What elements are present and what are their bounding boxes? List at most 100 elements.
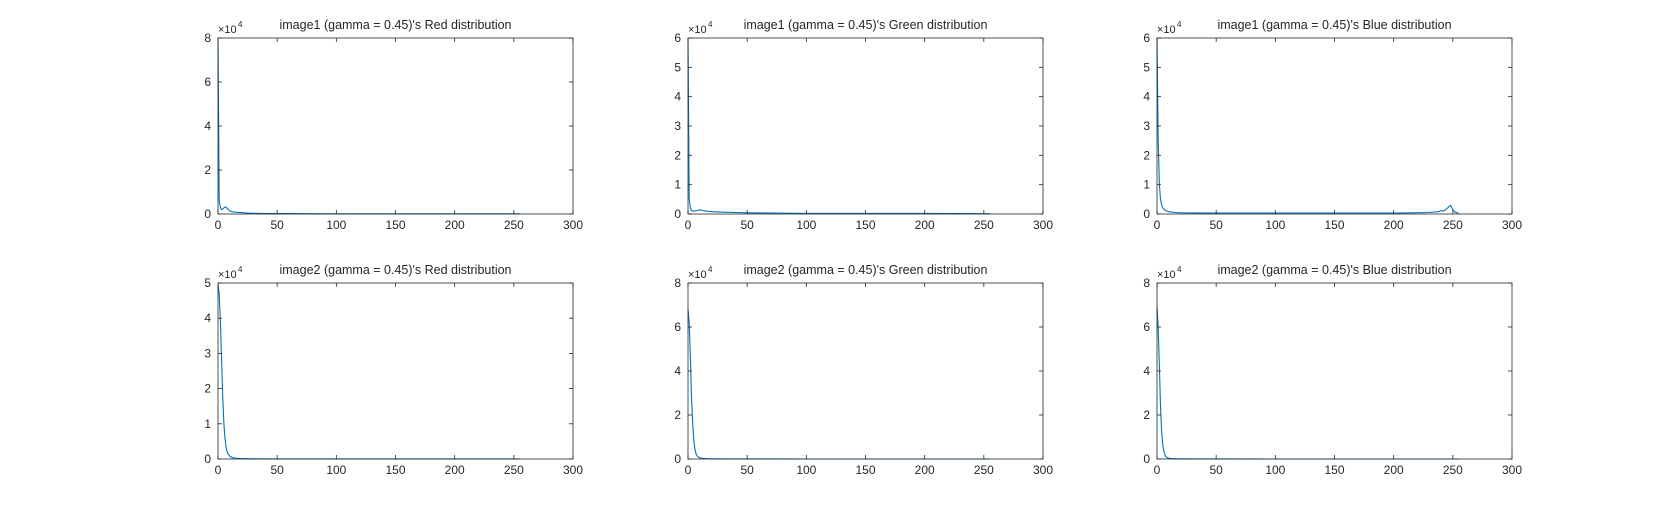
y-tick-label: 0 [204, 207, 211, 221]
x-tick-label: 250 [974, 463, 994, 477]
x-tick-label: 50 [1209, 463, 1223, 477]
y-tick-label: 4 [204, 311, 211, 325]
x-tick-label: 0 [685, 463, 692, 477]
y-tick-label: 4 [1143, 364, 1150, 378]
x-tick-label: 200 [915, 463, 935, 477]
x-tick-label: 300 [563, 218, 583, 232]
y-tick-label: 0 [204, 452, 211, 466]
axes-box [1156, 282, 1513, 460]
x-tick-label: 0 [215, 218, 222, 232]
y-tick-label: 4 [204, 119, 211, 133]
series-line [687, 37, 990, 215]
x-tick-label: 300 [1502, 463, 1522, 477]
y-tick-label: 3 [1143, 119, 1150, 133]
y-tick-label: 1 [204, 417, 211, 431]
y-tick-label: 1 [674, 178, 681, 192]
x-tick-label: 150 [855, 463, 875, 477]
series-line [217, 37, 520, 215]
y-tick-label: 0 [1143, 207, 1150, 221]
axes-box [217, 282, 574, 460]
subplot-title: image2 (gamma = 0.45)'s Blue distributio… [1217, 263, 1451, 277]
y-tick-label: 6 [204, 75, 211, 89]
axes-box [687, 37, 1044, 215]
x-tick-label: 200 [1384, 463, 1404, 477]
y-exponent-base: ×10 [688, 269, 707, 281]
x-tick-label: 100 [796, 218, 816, 232]
x-tick-label: 300 [1502, 218, 1522, 232]
subplot-title: image2 (gamma = 0.45)'s Green distributi… [744, 263, 988, 277]
axes-box [1156, 37, 1513, 215]
y-tick-label: 6 [674, 320, 681, 334]
x-tick-label: 0 [1154, 218, 1161, 232]
series-line [687, 309, 990, 460]
y-tick-label: 2 [674, 148, 681, 162]
y-exponent-base: ×10 [688, 24, 707, 36]
x-tick-label: 200 [445, 463, 465, 477]
series-line [217, 284, 520, 460]
y-exponent-power: 4 [1177, 265, 1182, 274]
y-tick-label: 6 [1143, 31, 1150, 45]
y-exponent-power: 4 [238, 20, 243, 29]
x-tick-label: 100 [326, 463, 346, 477]
x-tick-label: 150 [855, 218, 875, 232]
x-tick-label: 200 [1384, 218, 1404, 232]
y-tick-label: 2 [674, 408, 681, 422]
x-tick-label: 300 [563, 463, 583, 477]
y-exponent-power: 4 [708, 265, 713, 274]
x-tick-label: 0 [685, 218, 692, 232]
x-tick-label: 250 [974, 218, 994, 232]
subplot-title: image1 (gamma = 0.45)'s Blue distributio… [1217, 18, 1451, 32]
y-exponent-base: ×10 [218, 24, 237, 36]
x-tick-label: 150 [385, 463, 405, 477]
x-tick-label: 250 [504, 218, 524, 232]
y-tick-label: 2 [1143, 408, 1150, 422]
x-tick-label: 0 [215, 463, 222, 477]
x-tick-label: 250 [1443, 463, 1463, 477]
y-tick-label: 5 [674, 60, 681, 74]
y-exponent-power: 4 [238, 265, 243, 274]
y-tick-label: 3 [204, 346, 211, 360]
y-tick-label: 2 [1143, 148, 1150, 162]
y-tick-label: 4 [1143, 90, 1150, 104]
x-tick-label: 50 [740, 218, 754, 232]
x-tick-label: 250 [504, 463, 524, 477]
y-exponent-base: ×10 [218, 269, 237, 281]
y-tick-label: 0 [674, 207, 681, 221]
y-tick-label: 6 [1143, 320, 1150, 334]
subplot-title: image1 (gamma = 0.45)'s Green distributi… [744, 18, 988, 32]
series-line [1156, 37, 1459, 214]
x-tick-label: 50 [1209, 218, 1223, 232]
x-tick-label: 150 [1324, 218, 1344, 232]
series-line [1156, 307, 1459, 460]
y-exponent-base: ×10 [1157, 269, 1176, 281]
y-tick-label: 4 [674, 364, 681, 378]
x-tick-label: 100 [796, 463, 816, 477]
subplot-title: image2 (gamma = 0.45)'s Red distribution [279, 263, 511, 277]
y-tick-label: 8 [1143, 276, 1150, 290]
y-tick-label: 0 [674, 452, 681, 466]
x-tick-label: 200 [915, 218, 935, 232]
x-tick-label: 100 [1265, 218, 1285, 232]
y-tick-label: 8 [674, 276, 681, 290]
y-exponent-base: ×10 [1157, 24, 1176, 36]
y-tick-label: 2 [204, 163, 211, 177]
y-tick-label: 5 [1143, 60, 1150, 74]
subplot-title: image1 (gamma = 0.45)'s Red distribution [279, 18, 511, 32]
x-tick-label: 200 [445, 218, 465, 232]
x-tick-label: 150 [385, 218, 405, 232]
y-tick-label: 2 [204, 382, 211, 396]
x-tick-label: 300 [1033, 463, 1053, 477]
y-tick-label: 6 [674, 31, 681, 45]
x-tick-label: 100 [1265, 463, 1285, 477]
axes-box [217, 37, 574, 215]
y-exponent-power: 4 [708, 20, 713, 29]
x-tick-label: 50 [270, 218, 284, 232]
y-exponent-power: 4 [1177, 20, 1182, 29]
y-tick-label: 0 [1143, 452, 1150, 466]
